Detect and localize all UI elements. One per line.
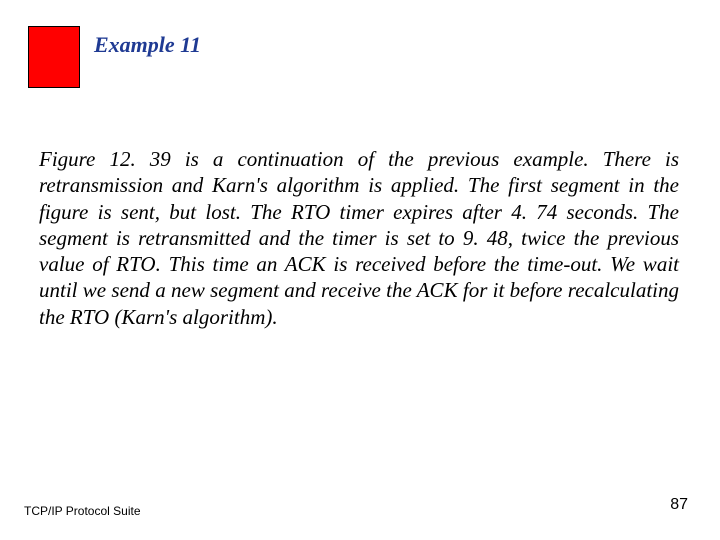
body-paragraph: Figure 12. 39 is a continuation of the p…: [39, 146, 679, 330]
red-accent-box: [28, 26, 80, 88]
page-number: 87: [670, 496, 688, 514]
example-title: Example 11: [94, 32, 201, 58]
slide: Example 11 Figure 12. 39 is a continuati…: [0, 0, 720, 540]
footer-text: TCP/IP Protocol Suite: [24, 504, 141, 518]
